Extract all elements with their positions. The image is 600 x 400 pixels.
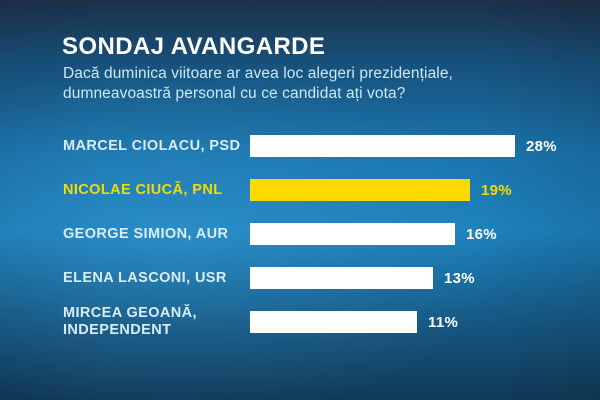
poll-row: MARCEL CIOLACU, PSD 28%: [63, 124, 600, 168]
poll-row: NICOLAE CIUCĂ, PNL 19%: [63, 168, 600, 212]
bar-area: 13%: [250, 267, 475, 289]
poll-bar: [250, 311, 417, 333]
poll-bar: [250, 267, 433, 289]
candidate-label: MIRCEA GEOANĂ, INDEPENDENT: [63, 305, 197, 338]
poll-bar: [250, 179, 470, 201]
poll-value: 11%: [428, 313, 459, 331]
poll-value: 13%: [444, 269, 475, 287]
poll-bar: [250, 223, 455, 245]
candidate-label: GEORGE SIMION, AUR: [63, 225, 229, 242]
poll-question: Dacă duminica viitoare ar avea loc alege…: [63, 64, 453, 104]
poll-question-line-1: Dacă duminica viitoare ar avea loc alege…: [63, 65, 453, 82]
poll-row: MIRCEA GEOANĂ, INDEPENDENT 11%: [63, 300, 600, 344]
bar-area: 28%: [250, 135, 557, 157]
poll-chart: MARCEL CIOLACU, PSD 28% NICOLAE CIUCĂ, P…: [63, 124, 600, 344]
bar-area: 11%: [250, 311, 458, 333]
poll-bar: [250, 135, 515, 157]
poll-value: 28%: [526, 137, 557, 155]
candidate-label: MARCEL CIOLACU, PSD: [63, 137, 241, 154]
poll-value: 16%: [466, 225, 497, 243]
candidate-label: ELENA LASCONI, USR: [63, 269, 227, 286]
bar-area: 19%: [250, 179, 512, 201]
bar-area: 16%: [250, 223, 497, 245]
poll-row: ELENA LASCONI, USR 13%: [63, 256, 600, 300]
poll-value: 19%: [481, 181, 512, 199]
candidate-label: NICOLAE CIUCĂ, PNL: [63, 181, 223, 198]
poll-question-line-2: dumneavoastră personal cu ce candidat aț…: [63, 85, 406, 102]
page-title: SONDAJ AVANGARDE: [62, 33, 326, 60]
poll-row: GEORGE SIMION, AUR 16%: [63, 212, 600, 256]
